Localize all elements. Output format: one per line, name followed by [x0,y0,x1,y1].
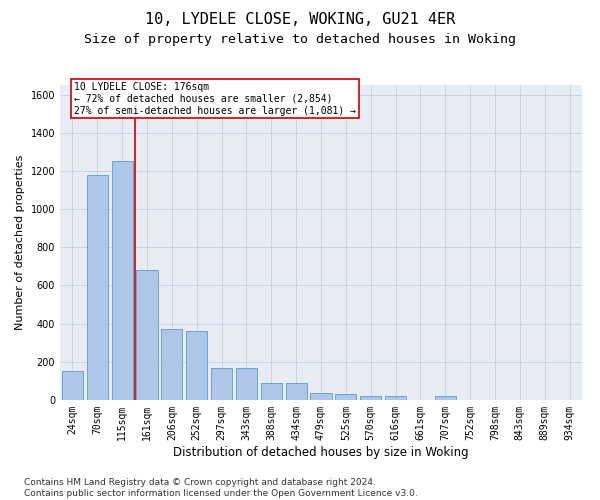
Bar [360,396,381,400]
Bar [310,394,332,400]
Bar [435,396,456,400]
Bar [62,372,83,400]
Bar [211,368,232,400]
Bar [87,174,108,400]
Bar [286,383,307,400]
Bar [112,162,133,400]
Bar [161,330,182,400]
Text: 10 LYDELE CLOSE: 176sqm
← 72% of detached houses are smaller (2,854)
27% of semi: 10 LYDELE CLOSE: 176sqm ← 72% of detache… [74,82,356,116]
Bar [261,383,282,400]
X-axis label: Distribution of detached houses by size in Woking: Distribution of detached houses by size … [173,446,469,458]
Bar [385,396,406,400]
Text: Size of property relative to detached houses in Woking: Size of property relative to detached ho… [84,32,516,46]
Text: 10, LYDELE CLOSE, WOKING, GU21 4ER: 10, LYDELE CLOSE, WOKING, GU21 4ER [145,12,455,28]
Bar [236,368,257,400]
Bar [136,270,158,400]
Y-axis label: Number of detached properties: Number of detached properties [15,155,25,330]
Bar [335,394,356,400]
Bar [186,332,207,400]
Text: Contains HM Land Registry data © Crown copyright and database right 2024.
Contai: Contains HM Land Registry data © Crown c… [24,478,418,498]
